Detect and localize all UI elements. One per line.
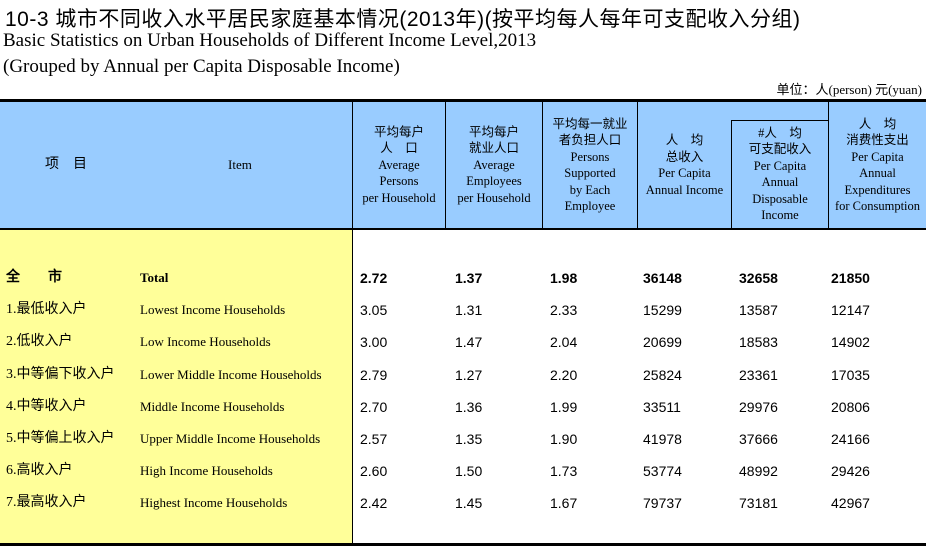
table-row: 2.低收入户 Low Income Households 3.00 1.47 2…: [0, 326, 926, 358]
value-per-capita-income: 79737: [643, 495, 682, 511]
title-en-line2: (Grouped by Annual per Capita Disposable…: [3, 56, 400, 77]
value-avg-employees: 1.45: [455, 495, 483, 511]
item-label-en: High Income Households: [140, 463, 273, 478]
value-disposable-income: 29976: [739, 399, 778, 415]
value-disposable-income: 32658: [739, 270, 778, 286]
item-label-en: Lower Middle Income Households: [140, 367, 322, 382]
value-persons-supported: 1.99: [550, 399, 578, 415]
value-persons-supported: 1.73: [550, 463, 578, 479]
item-label-en: Lowest Income Households: [140, 302, 286, 317]
item-label-en: Upper Middle Income Households: [140, 431, 321, 446]
table-header-background: [0, 102, 926, 228]
item-label-cn: 5.中等偏上收入户: [6, 431, 115, 446]
unit-note: 单位：人(person) 元(yuan): [776, 82, 923, 97]
title-en-line1: Basic Statistics on Urban Households of …: [3, 30, 537, 51]
value-avg-employees: 1.31: [455, 302, 483, 318]
item-label-cn: 6.高收入户: [6, 463, 73, 478]
value-disposable-income: 13587: [739, 302, 778, 318]
value-per-capita-income: 33511: [643, 399, 681, 415]
table-row: 7.最高收入户 Highest Income Households 2.42 1…: [0, 487, 926, 519]
value-avg-employees: 1.36: [455, 399, 483, 415]
value-per-capita-income: 41978: [643, 431, 682, 447]
value-persons-supported: 2.04: [550, 334, 578, 350]
value-persons-supported: 2.20: [550, 367, 578, 383]
column-header-per-capita-income: 人 均 总收入 Per Capita Annual Income: [645, 133, 724, 197]
value-avg-persons: 2.42: [360, 495, 388, 511]
value-disposable-income: 37666: [739, 431, 778, 447]
item-label-en: Low Income Households: [140, 334, 271, 349]
value-expenditures: 14902: [831, 334, 870, 350]
disposable-income-subitem-box: [731, 120, 828, 228]
value-expenditures: 21850: [831, 270, 870, 286]
item-label-cn: 3.中等偏下收入户: [6, 367, 115, 382]
item-label-cn: 7.最高收入户: [6, 495, 87, 510]
value-avg-persons: 2.57: [360, 431, 388, 447]
value-per-capita-income: 36148: [643, 270, 682, 286]
table-row: 全 市 Total 2.72 1.37 1.98 36148 32658 218…: [0, 262, 926, 294]
column-header-avg-persons: 平均每户 人 口 Average Persons per Household: [362, 124, 436, 205]
value-disposable-income: 73181: [739, 495, 778, 511]
value-persons-supported: 1.98: [550, 270, 578, 286]
item-label-cn: 全 市: [6, 270, 62, 285]
value-expenditures: 24166: [831, 431, 870, 447]
item-label-cn: 2.低收入户: [6, 334, 73, 349]
value-per-capita-income: 53774: [643, 463, 682, 479]
value-disposable-income: 48992: [739, 463, 778, 479]
column-divider-avg-persons: [445, 102, 446, 228]
item-label-en: Total: [140, 270, 169, 285]
value-expenditures: 17035: [831, 367, 870, 383]
value-avg-employees: 1.27: [455, 367, 483, 383]
header-divider: [0, 228, 926, 230]
value-expenditures: 42967: [831, 495, 870, 511]
value-avg-persons: 2.72: [360, 270, 388, 286]
table-top-border: [0, 99, 926, 102]
value-avg-employees: 1.50: [455, 463, 483, 479]
value-disposable-income: 23361: [739, 367, 778, 383]
table-row: 5.中等偏上收入户 Upper Middle Income Households…: [0, 423, 926, 455]
item-label-cn: 4.中等收入户: [6, 399, 87, 414]
value-persons-supported: 1.67: [550, 495, 578, 511]
value-avg-employees: 1.35: [455, 431, 483, 447]
value-expenditures: 12147: [831, 302, 870, 318]
column-header-expenditures: 人 均 消费性支出 Per Capita Annual Expenditures…: [834, 116, 921, 214]
column-divider-expenditures: [828, 102, 829, 228]
item-column-background: [0, 230, 352, 543]
value-avg-persons: 2.79: [360, 367, 388, 383]
table-row: 1.最低收入户 Lowest Income Households 3.05 1.…: [0, 294, 926, 326]
table-row: 6.高收入户 High Income Households 2.60 1.50 …: [0, 455, 926, 487]
value-per-capita-income: 15299: [643, 302, 682, 318]
column-header-item-en: Item: [228, 157, 252, 172]
value-expenditures: 20806: [831, 399, 870, 415]
value-per-capita-income: 25824: [643, 367, 682, 383]
value-avg-persons: 2.70: [360, 399, 388, 415]
column-header-disposable-income: #人 均 可支配收入 Per Capita Annual Disposable …: [748, 125, 812, 223]
item-label-en: Highest Income Households: [140, 495, 288, 510]
value-persons-supported: 2.33: [550, 302, 578, 318]
table-row: 4.中等收入户 Middle Income Households 2.70 1.…: [0, 391, 926, 423]
value-avg-persons: 3.00: [360, 334, 388, 350]
value-avg-employees: 1.47: [455, 334, 483, 350]
table-number-and-title-cn: 10-3 城市不同收入水平居民家庭基本情况(2013年)(按平均每人每年可支配收…: [5, 8, 801, 31]
item-label-cn: 1.最低收入户: [6, 302, 87, 317]
column-header-avg-employees: 平均每户 就业人口 Average Employees per Househol…: [457, 124, 531, 205]
value-avg-employees: 1.37: [455, 270, 483, 286]
column-header-persons-supported: 平均每一就业 者负担人口 Persons Supported by Each E…: [552, 116, 628, 214]
value-avg-persons: 3.05: [360, 302, 388, 318]
column-divider-persons-supported: [637, 102, 638, 228]
value-expenditures: 29426: [831, 463, 870, 479]
table-bottom-border: [0, 543, 926, 546]
value-disposable-income: 18583: [739, 334, 778, 350]
value-persons-supported: 1.90: [550, 431, 578, 447]
value-avg-persons: 2.60: [360, 463, 388, 479]
item-label-en: Middle Income Households: [140, 399, 285, 414]
column-divider-item: [352, 102, 353, 543]
column-divider-avg-employees: [542, 102, 543, 228]
column-header-item-cn: 项 目: [45, 157, 87, 172]
value-per-capita-income: 20699: [643, 334, 682, 350]
table-row: 3.中等偏下收入户 Lower Middle Income Households…: [0, 359, 926, 391]
